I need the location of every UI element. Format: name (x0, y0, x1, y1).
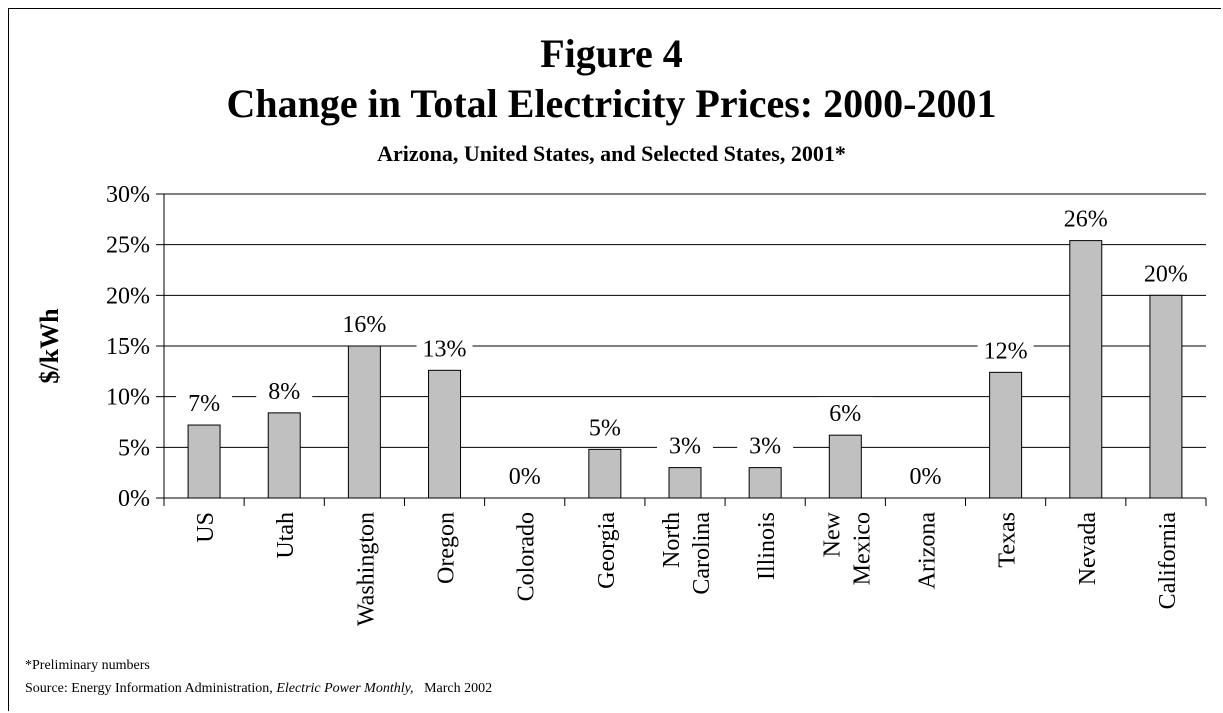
x-tick-label: Mexico (849, 512, 875, 585)
data-label: 3% (749, 434, 781, 460)
y-tick-label: 15% (106, 334, 150, 360)
data-label-background (977, 334, 1034, 367)
data-label: 7% (188, 391, 220, 417)
x-tick-label: Colorado (514, 512, 540, 601)
y-tick-label: 25% (106, 233, 150, 259)
data-label-background (1137, 257, 1194, 290)
data-label: 20% (1144, 261, 1188, 287)
chart-subtitle: Arizona, United States, and Selected Sta… (377, 141, 846, 166)
data-label-background (737, 429, 794, 462)
data-label: 12% (984, 338, 1028, 364)
bar (748, 467, 782, 499)
y-tick-label: 10% (106, 385, 150, 411)
data-label: 0% (509, 464, 541, 490)
data-label-background (897, 460, 954, 492)
x-tick-label: Carolina (689, 512, 715, 595)
data-label: 3% (669, 434, 701, 460)
x-tick-label: US (193, 512, 219, 543)
figure-frame (8, 8, 1221, 711)
bar (187, 424, 221, 499)
x-tick-label: New (819, 511, 845, 557)
data-label-background (657, 429, 713, 462)
x-tick-label: California (1155, 512, 1181, 610)
footnote: *Preliminary numbers (25, 658, 150, 673)
chart-title: Change in Total Electricity Prices: 2000… (226, 81, 997, 126)
y-axis-title: $/kWh (35, 308, 64, 384)
data-label-background (576, 411, 633, 444)
data-label: 6% (829, 401, 861, 427)
data-label-background (817, 397, 874, 430)
y-tick-label: 20% (106, 283, 150, 309)
bar (989, 371, 1023, 499)
bar (668, 467, 702, 499)
data-label-background (416, 332, 473, 365)
bar-chart: 0% 5% 10% 15% 20% 25% 30% $/kWh 7% US 8% Utah 16% Was… (35, 182, 1207, 626)
data-label-background (336, 308, 393, 340)
y-tick-label: 5% (118, 435, 150, 461)
x-tick-label: North (659, 512, 685, 568)
x-tick-label: Texas (995, 512, 1021, 568)
data-label: 16% (342, 312, 386, 338)
data-label-background (496, 460, 553, 492)
y-tick-label: 30% (106, 182, 150, 208)
x-tick-label: Utah (273, 512, 299, 559)
figure-label: Figure 4 (540, 31, 683, 76)
source-prefix: Source: Energy Information Administratio… (25, 681, 277, 696)
bar (428, 369, 462, 499)
x-tick-label: Illinois (754, 512, 780, 580)
bar (1069, 240, 1103, 499)
x-tick-label: Nevada (1075, 512, 1101, 586)
x-tick-label: Arizona (914, 512, 940, 590)
data-label-background (176, 387, 233, 420)
bar (828, 434, 862, 499)
x-tick-label: Georgia (594, 512, 620, 589)
data-label: 26% (1064, 207, 1108, 233)
bar (588, 448, 622, 499)
data-label: 13% (423, 336, 467, 362)
data-label: 8% (268, 379, 300, 405)
bar (1149, 294, 1183, 499)
bar (347, 345, 381, 499)
data-label-background (256, 374, 313, 407)
data-label-background (1057, 202, 1114, 235)
data-label: 5% (589, 415, 621, 441)
source-date: March 2002 (424, 681, 493, 696)
x-tick-label: Oregon (434, 512, 460, 584)
source-note: Source: Energy Information Administratio… (25, 680, 492, 698)
y-tick-label: 0% (118, 486, 150, 512)
x-tick-label: Washington (353, 512, 379, 626)
bar (267, 412, 301, 499)
data-label: 0% (909, 464, 941, 490)
source-gap (414, 681, 425, 696)
source-publication: Electric Power Monthly, (276, 681, 414, 696)
